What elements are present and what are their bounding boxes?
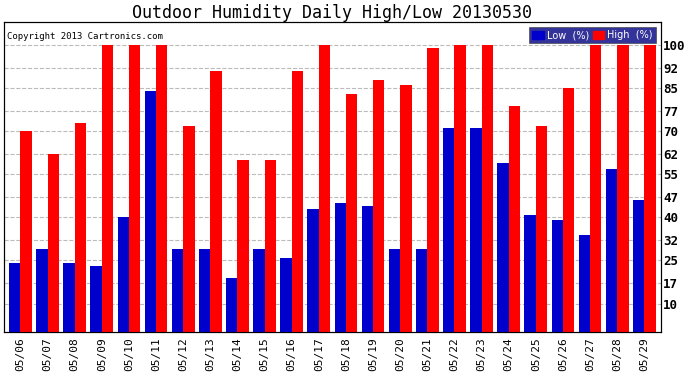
Bar — [443, 129, 455, 332]
Bar — [388, 249, 400, 332]
Bar — [226, 278, 237, 332]
Bar — [579, 235, 590, 332]
Bar — [362, 206, 373, 332]
Bar — [633, 200, 644, 332]
Bar — [335, 203, 346, 332]
Bar — [470, 129, 482, 332]
Title: Outdoor Humidity Daily High/Low 20130530: Outdoor Humidity Daily High/Low 20130530 — [132, 4, 533, 22]
Bar — [536, 126, 547, 332]
Bar — [102, 45, 113, 332]
Legend: Low  (%), High  (%): Low (%), High (%) — [529, 27, 656, 43]
Bar — [36, 249, 48, 332]
Bar — [590, 45, 602, 332]
Bar — [183, 126, 195, 332]
Bar — [427, 48, 439, 332]
Bar — [308, 209, 319, 332]
Bar — [455, 45, 466, 332]
Bar — [482, 45, 493, 332]
Bar — [145, 91, 156, 332]
Bar — [48, 154, 59, 332]
Bar — [172, 249, 183, 332]
Bar — [346, 94, 357, 332]
Bar — [606, 169, 617, 332]
Bar — [210, 71, 221, 332]
Bar — [264, 160, 276, 332]
Bar — [90, 266, 102, 332]
Bar — [9, 263, 21, 332]
Bar — [509, 105, 520, 332]
Bar — [75, 123, 86, 332]
Bar — [21, 131, 32, 332]
Bar — [551, 220, 563, 332]
Bar — [129, 45, 140, 332]
Bar — [280, 258, 292, 332]
Bar — [617, 45, 629, 332]
Bar — [253, 249, 264, 332]
Bar — [644, 45, 656, 332]
Bar — [416, 249, 427, 332]
Bar — [563, 88, 574, 332]
Bar — [237, 160, 249, 332]
Text: Copyright 2013 Cartronics.com: Copyright 2013 Cartronics.com — [8, 32, 164, 40]
Bar — [373, 80, 384, 332]
Bar — [319, 45, 331, 332]
Bar — [292, 71, 303, 332]
Bar — [156, 45, 168, 332]
Bar — [400, 86, 411, 332]
Bar — [524, 214, 536, 332]
Bar — [199, 249, 210, 332]
Bar — [497, 163, 509, 332]
Bar — [117, 217, 129, 332]
Bar — [63, 263, 75, 332]
